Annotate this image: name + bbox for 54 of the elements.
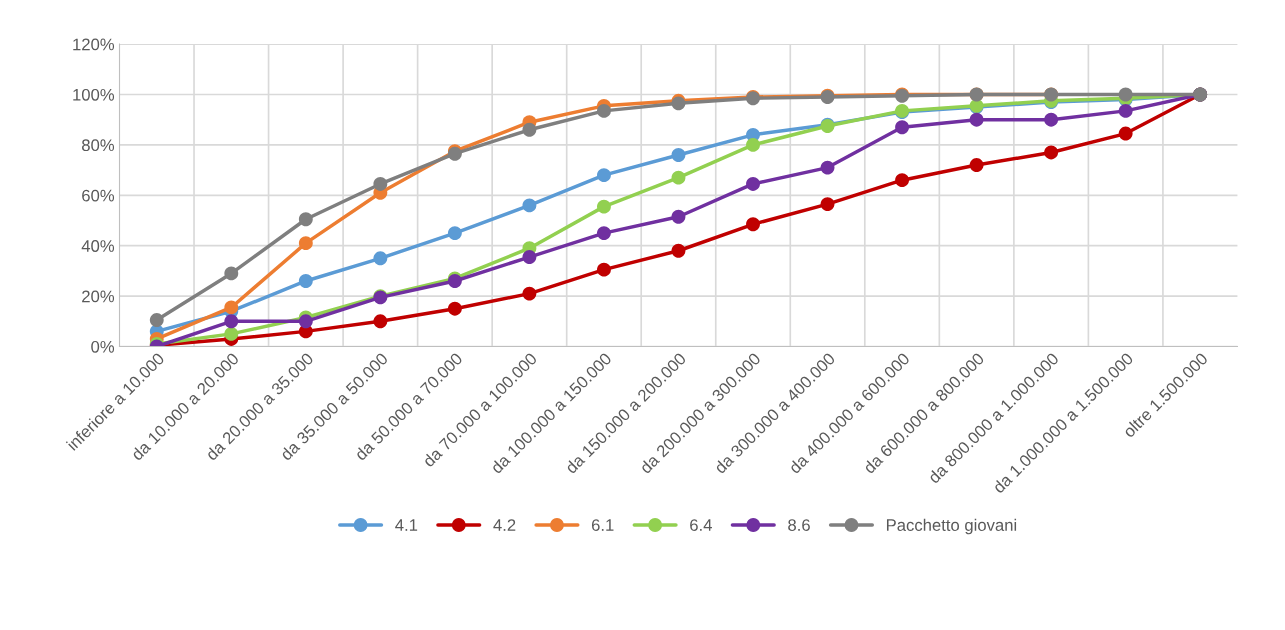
point	[447, 301, 462, 316]
point	[224, 300, 239, 315]
point	[522, 250, 537, 264]
point	[373, 177, 388, 191]
point	[671, 148, 686, 162]
y-tick-label: 120%	[73, 38, 115, 51]
point	[597, 199, 611, 214]
point	[224, 326, 239, 341]
y-tick-label: 60%	[82, 189, 115, 202]
point	[895, 120, 910, 135]
legend-label: 6.4	[690, 519, 712, 531]
point	[224, 314, 239, 329]
y-tick-label: 0%	[91, 340, 115, 353]
point	[1118, 126, 1133, 141]
y-tick-label: 80%	[82, 139, 115, 152]
legend-label: 6.1	[591, 519, 614, 531]
point	[373, 251, 388, 266]
legend-label: Pacchetto giovani	[886, 518, 1017, 535]
point	[671, 170, 686, 185]
point	[447, 226, 462, 241]
point	[671, 209, 686, 224]
point	[820, 160, 835, 175]
legend-label: 8.6	[788, 519, 810, 531]
point	[969, 112, 984, 127]
point	[746, 217, 760, 232]
legend-label: 4.2	[493, 519, 516, 531]
point	[746, 137, 760, 152]
point	[969, 158, 984, 172]
point	[746, 177, 760, 191]
point	[522, 122, 537, 137]
point	[298, 274, 313, 288]
y-tick-label: 20%	[82, 290, 115, 303]
point	[298, 212, 313, 227]
point	[373, 314, 388, 329]
point	[522, 198, 537, 213]
point	[597, 168, 611, 183]
point	[597, 262, 611, 277]
point	[1044, 145, 1059, 160]
point	[298, 236, 313, 251]
point	[522, 286, 537, 301]
point	[224, 266, 239, 281]
y-tick-label: 100%	[73, 88, 115, 101]
point	[895, 173, 910, 188]
point	[149, 313, 164, 327]
y-tick-label: 40%	[81, 240, 115, 252]
point	[1044, 112, 1059, 127]
legend-label: 4.1	[395, 519, 418, 531]
point	[597, 226, 611, 241]
point	[1118, 87, 1133, 102]
point	[298, 314, 313, 329]
point	[671, 243, 686, 258]
point	[1118, 103, 1133, 118]
point	[597, 103, 611, 118]
point	[820, 197, 835, 212]
